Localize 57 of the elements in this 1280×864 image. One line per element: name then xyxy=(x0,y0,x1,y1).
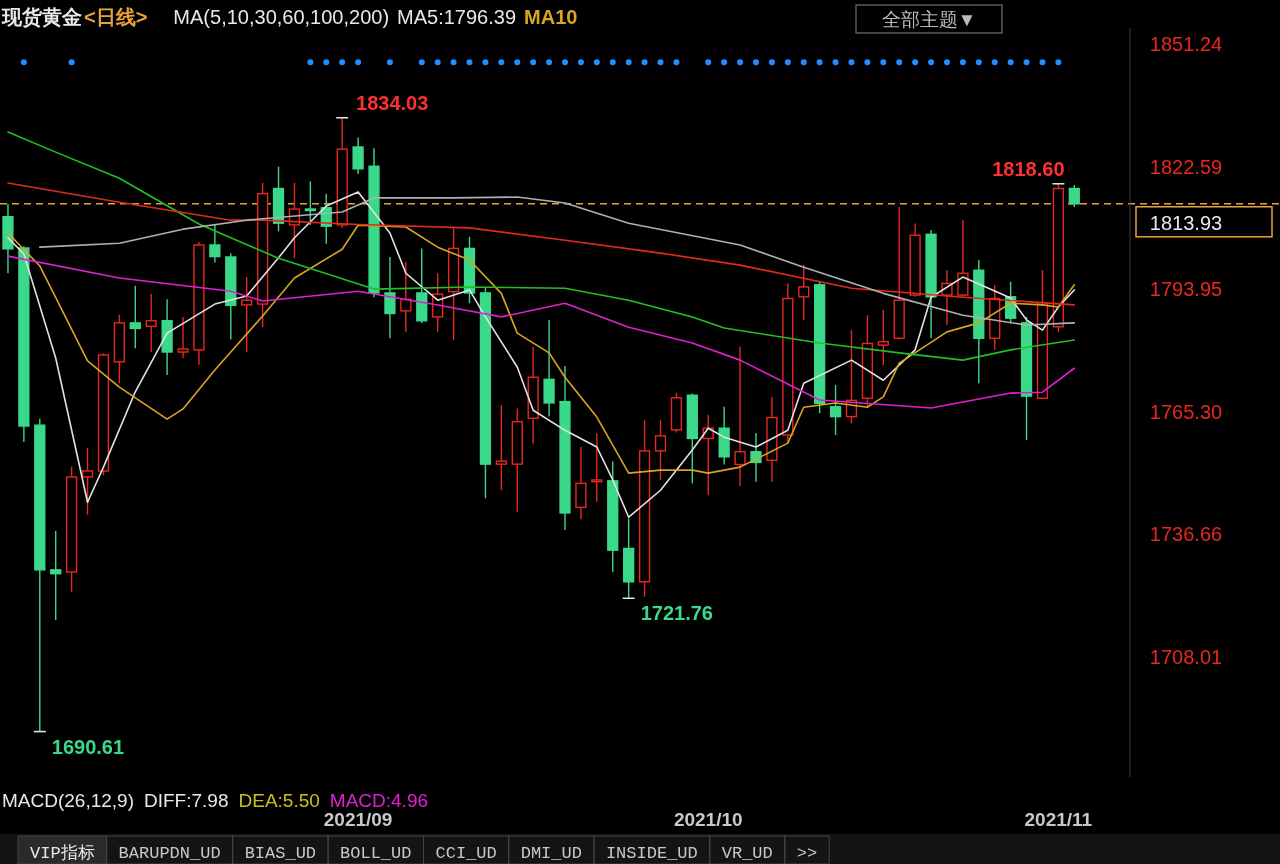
y-tick-label: 1793.95 xyxy=(1149,278,1223,301)
annotation: MA5:1796.39 xyxy=(397,6,517,28)
candlestick xyxy=(575,446,587,521)
candlestick xyxy=(829,384,842,436)
text: VIP指标 xyxy=(30,844,95,863)
candlestick xyxy=(352,136,364,175)
candlestick xyxy=(177,316,189,359)
x-tick-label: 2021/10 xyxy=(673,809,743,830)
y-tick-label: 1851.24 xyxy=(1149,33,1223,56)
line-series xyxy=(38,196,1076,326)
candlestick xyxy=(591,432,603,503)
annotation: 1721.76 xyxy=(640,602,713,625)
text: >> xyxy=(796,844,818,863)
text: DEA:5.50 xyxy=(238,790,320,811)
candlestick xyxy=(1068,184,1080,208)
candlestick xyxy=(384,256,396,339)
y-tick-label: 1822.59 xyxy=(1149,155,1223,178)
annotation: 全部主题▼ xyxy=(881,9,977,30)
text: INSIDE_UD xyxy=(605,844,698,863)
text: MACD:4.96 xyxy=(329,790,429,811)
candlestick xyxy=(543,319,555,418)
text: DIFF:7.98 xyxy=(144,790,229,811)
text: BARUPDN_UD xyxy=(118,844,221,863)
annotation: 1818.60 xyxy=(992,157,1065,180)
candlestick xyxy=(654,419,667,481)
annotation: 1834.03 xyxy=(356,91,429,114)
candlestick xyxy=(50,530,62,621)
y-tick-label: 1736.66 xyxy=(1149,523,1223,546)
ref-line-label: 1813.93 xyxy=(1149,211,1223,234)
candlestick xyxy=(81,447,94,516)
text: DMI_UD xyxy=(520,844,582,863)
line-series xyxy=(7,255,1076,409)
text: BIAS_UD xyxy=(244,844,317,863)
candlestick xyxy=(957,219,969,298)
candlestick xyxy=(145,293,157,353)
text: VR_UD xyxy=(721,844,773,863)
text: CCI_UD xyxy=(435,844,497,863)
x-tick-label: 2021/09 xyxy=(323,809,393,830)
candlestick xyxy=(241,276,253,353)
x-tick-label: 2021/11 xyxy=(1024,809,1093,830)
line-series xyxy=(7,131,1076,361)
chart-title: 现货黄金 xyxy=(1,6,82,28)
candlestick xyxy=(734,346,746,487)
y-tick-label: 1765.30 xyxy=(1149,400,1223,423)
annotation: 1690.61 xyxy=(51,735,125,758)
annotation: MA(5,10,30,60,100,200) xyxy=(173,6,390,28)
candlestick xyxy=(495,404,507,491)
text: BOLL_UD xyxy=(340,844,412,863)
candlestick xyxy=(209,224,221,264)
y-tick-label: 1708.01 xyxy=(1149,646,1223,669)
chart-subtitle: <日线> xyxy=(84,6,148,28)
candlestick xyxy=(304,180,316,226)
candlestick xyxy=(877,309,889,366)
candlestick xyxy=(400,260,412,333)
annotation: MA10 xyxy=(524,6,578,28)
candlestick xyxy=(129,284,141,349)
text: MACD(26,12,9) xyxy=(2,790,134,811)
